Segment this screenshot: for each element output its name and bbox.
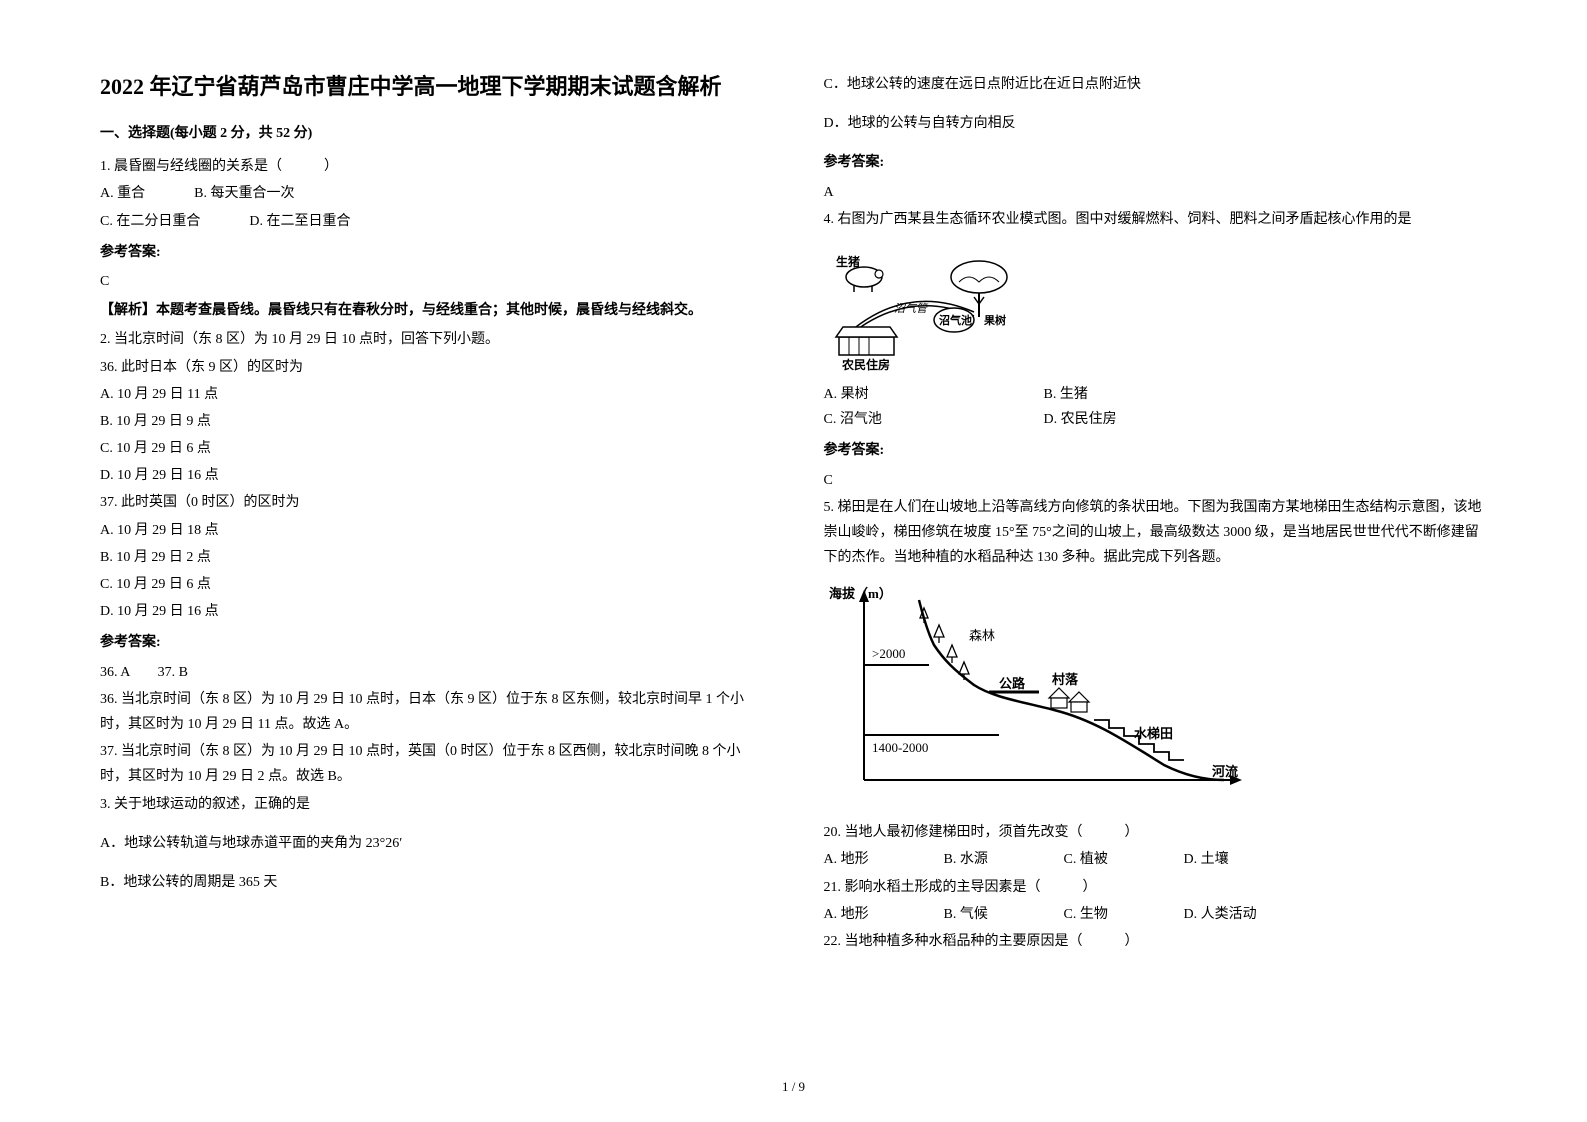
q4-diagram: 生猪 沼气池 果树 沼气管 农民住房 (824, 242, 1488, 372)
q1-optB: B. 每天重合一次 (194, 186, 294, 201)
q4-optD: D. 农民住房 (1044, 407, 1117, 432)
q1-answer-label: 参考答案: (100, 240, 764, 265)
q4-answer: C (824, 468, 1488, 493)
q3-answer: A (824, 180, 1488, 205)
page-footer: 1 / 9 (0, 1075, 1587, 1098)
q4-stem: 4. 右图为广西某县生态循环农业模式图。图中对缓解燃料、饲料、肥料之间矛盾起核心… (824, 207, 1488, 232)
tree-label: 果树 (983, 313, 1006, 327)
q2-answer: 36. A 37. B (100, 660, 764, 685)
terrace-label: 水梯田 (1134, 726, 1173, 741)
q5-sub20-D: D. 土壤 (1184, 847, 1304, 872)
page-title: 2022 年辽宁省葫芦岛市曹庄中学高一地理下学期期末试题含解析 (100, 70, 764, 103)
q5-stem: 5. 梯田是在人们在山坡地上沿等高线方向修筑的条状田地。下图为我国南方某地梯田生… (824, 495, 1488, 571)
q2-stem: 2. 当北京时间（东 8 区）为 10 月 29 日 10 点时，回答下列小题。 (100, 327, 764, 352)
q5-sub22-stem: 22. 当地种植多种水稻品种的主要原因是（ ） (824, 929, 1488, 954)
q2-sub37-B: B. 10 月 29 日 2 点 (100, 545, 764, 570)
q5-sub20-stem: 20. 当地人最初修建梯田时，须首先改变（ ） (824, 820, 1488, 845)
road-label: 公路 (999, 676, 1026, 691)
q2-sub36-stem: 36. 此时日本（东 9 区）的区时为 (100, 355, 764, 380)
q3-stem: 3. 关于地球运动的叙述，正确的是 (100, 792, 764, 817)
q2-sub37-A: A. 10 月 29 日 18 点 (100, 518, 764, 543)
q4-answer-label: 参考答案: (824, 438, 1488, 463)
q3-optD: D．地球的公转与自转方向相反 (824, 111, 1488, 136)
q1-stem: 1. 晨昏圈与经线圈的关系是（ ） (100, 154, 764, 179)
q2-exp37: 37. 当北京时间（东 8 区）为 10 月 29 日 10 点时，英国（0 时… (100, 739, 764, 789)
q5-diagram: 海拔（m） >2000 1400-2000 森林 公路 (824, 580, 1488, 810)
house-label: 农民住房 (841, 357, 890, 372)
q2-sub36-D: D. 10 月 29 日 16 点 (100, 463, 764, 488)
q2-sub37-D: D. 10 月 29 日 16 点 (100, 599, 764, 624)
q4-optB: B. 生猪 (1044, 382, 1088, 407)
q5-sub21-D: D. 人类活动 (1184, 902, 1304, 927)
q1-optA: A. 重合 (100, 186, 145, 201)
q5-sub21-A: A. 地形 (824, 902, 944, 927)
q1-analysis: 【解析】本题考查晨昏线。晨昏线只有在春秋分时，与经线重合；其他时候，晨昏线与经线… (100, 298, 764, 323)
y-axis-label: 海拔（m） (829, 586, 892, 601)
q4-optC: C. 沼气池 (824, 407, 1044, 432)
q4-optA: A. 果树 (824, 382, 1044, 407)
biogas-label: 沼气池 (939, 313, 972, 327)
q5-sub21-stem: 21. 影响水稻土形成的主导因素是（ ） (824, 875, 1488, 900)
q3-answer-label: 参考答案: (824, 150, 1488, 175)
q1-answer: C (100, 269, 764, 294)
pig-label: 生猪 (836, 254, 860, 269)
band-upper-label: >2000 (872, 646, 905, 661)
q3-optC: C．地球公转的速度在远日点附近比在近日点附近快 (824, 72, 1488, 97)
q1-optD: D. 在二至日重合 (249, 214, 350, 229)
q2-sub36-C: C. 10 月 29 日 6 点 (100, 436, 764, 461)
pipe-label: 沼气管 (894, 302, 929, 315)
q5-sub21-B: B. 气候 (944, 902, 1064, 927)
q3-optB: B．地球公转的周期是 365 天 (100, 870, 764, 895)
q5-sub20-B: B. 水源 (944, 847, 1064, 872)
q2-sub36-B: B. 10 月 29 日 9 点 (100, 409, 764, 434)
q2-sub36-A: A. 10 月 29 日 11 点 (100, 382, 764, 407)
q2-sub37-stem: 37. 此时英国（0 时区）的区时为 (100, 490, 764, 515)
q1-optC: C. 在二分日重合 (100, 214, 200, 229)
village-label: 村落 (1052, 672, 1079, 687)
forest-label: 森林 (969, 628, 995, 643)
q2-answer-label: 参考答案: (100, 630, 764, 655)
section-heading: 一、选择题(每小题 2 分，共 52 分) (100, 121, 764, 146)
q5-sub20-C: C. 植被 (1064, 847, 1184, 872)
q2-sub37-C: C. 10 月 29 日 6 点 (100, 572, 764, 597)
q2-exp36: 36. 当北京时间（东 8 区）为 10 月 29 日 10 点时，日本（东 9… (100, 687, 764, 737)
q3-optA: A．地球公转轨道与地球赤道平面的夹角为 23°26′ (100, 831, 764, 856)
band-lower-label: 1400-2000 (872, 740, 928, 755)
river-label: 河流 (1212, 764, 1238, 779)
q5-sub20-A: A. 地形 (824, 847, 944, 872)
q5-sub21-C: C. 生物 (1064, 902, 1184, 927)
